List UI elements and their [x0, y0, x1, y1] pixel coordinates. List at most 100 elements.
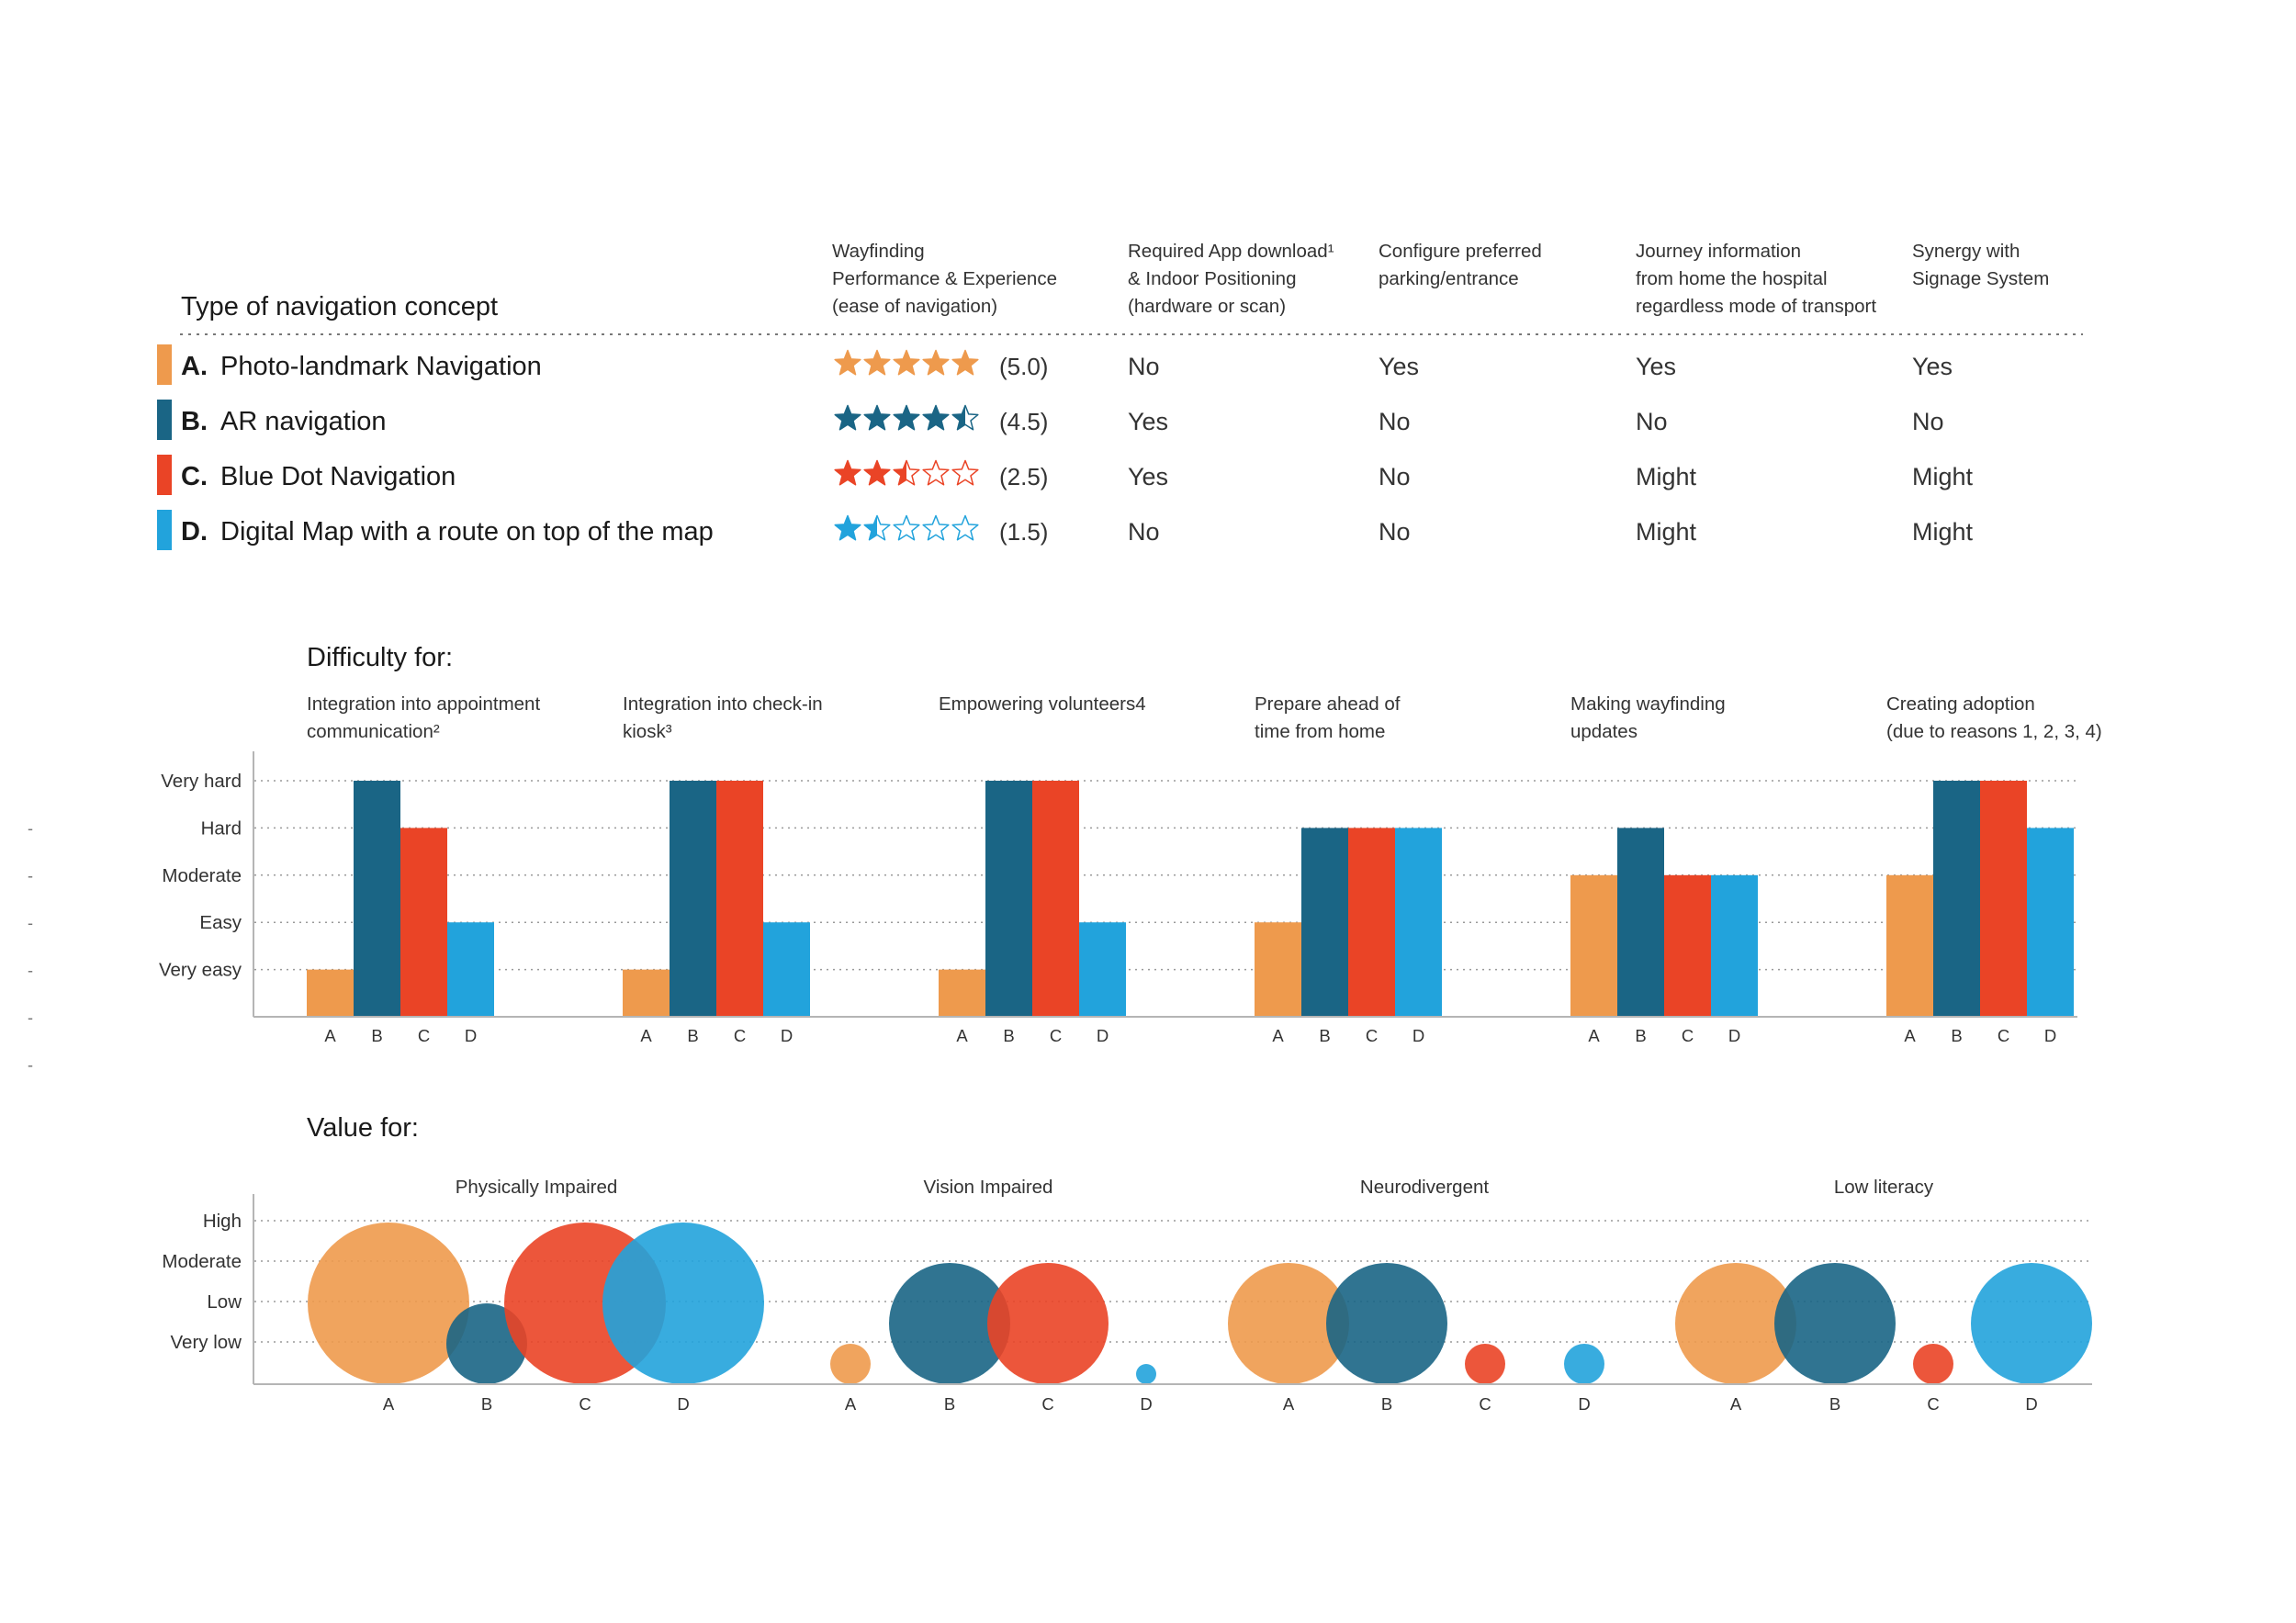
difficulty-bar [985, 781, 1032, 1017]
rating-value: (1.5) [999, 518, 1048, 546]
value-bubble [1971, 1263, 2092, 1384]
table-cell-app: Yes [1128, 408, 1168, 435]
difficulty-category-label: B [371, 1026, 382, 1045]
difficulty-bar [1886, 874, 1933, 1017]
row-concept-name: Blue Dot Navigation [220, 462, 456, 491]
difficulty-level-label: Easy [199, 912, 242, 933]
difficulty-bar [1617, 828, 1664, 1017]
left-tick-mark: - [28, 819, 33, 838]
difficulty-bar [1348, 828, 1395, 1017]
star-rating [834, 404, 979, 431]
difficulty-bar [939, 969, 985, 1017]
difficulty-bar [1933, 781, 1980, 1017]
value-category-label: B [1381, 1394, 1392, 1414]
table-column-header: from home the hospital [1636, 268, 1828, 289]
star-full-icon [834, 459, 861, 486]
table-column-header: (ease of navigation) [832, 296, 997, 317]
difficulty-category-label: C [1998, 1026, 2009, 1045]
table-column-header: & Indoor Positioning [1128, 268, 1296, 289]
difficulty-group-label: Empowering volunteers4 [939, 693, 1146, 715]
star-full-icon [863, 459, 891, 486]
value-category-label: A [1730, 1394, 1742, 1414]
table-column-header: Synergy with [1912, 241, 2020, 262]
table-cell-synergy: No [1912, 408, 1944, 435]
left-tick-mark: - [28, 962, 33, 980]
difficulty-category-label: A [956, 1026, 968, 1045]
star-empty-icon [951, 514, 979, 541]
difficulty-bar [1255, 922, 1301, 1017]
table-column-header: (hardware or scan) [1128, 296, 1286, 317]
table-column-header: Required App download¹ [1128, 241, 1334, 262]
table-cell-app: No [1128, 353, 1160, 380]
value-category-label: B [1829, 1394, 1840, 1414]
value-group: Neurodivergent A B C D [1228, 1177, 1604, 1414]
rating-value: (4.5) [999, 408, 1048, 435]
star-empty-icon [893, 514, 920, 541]
table-cell-journey: Might [1636, 518, 1697, 546]
difficulty-group: Integration into check-in kiosk³ A B C D [623, 693, 823, 1045]
value-level-label: Low [207, 1291, 242, 1313]
table-cell-synergy: Might [1912, 463, 1974, 490]
value-category-label: C [1041, 1394, 1053, 1414]
star-full-icon [951, 349, 979, 376]
table-cell-synergy: Yes [1912, 353, 1953, 380]
table-column-header: Wayfinding [832, 241, 925, 262]
row-concept-name: Digital Map with a route on top of the m… [220, 517, 714, 547]
difficulty-bar [307, 969, 354, 1017]
difficulty-category-label: D [465, 1026, 477, 1045]
value-group: Physically Impaired A B C D [308, 1177, 764, 1414]
value-level-label: Very low [171, 1332, 242, 1353]
table-column-header: Configure preferred [1379, 241, 1542, 262]
table-column-header: Performance & Experience [832, 268, 1057, 289]
value-level-label: High [203, 1211, 242, 1232]
star-half-fill [894, 460, 906, 485]
star-empty-icon [922, 514, 950, 541]
difficulty-category-label: B [687, 1026, 698, 1045]
star-full-icon [863, 349, 891, 376]
difficulty-category-label: C [1682, 1026, 1694, 1045]
difficulty-category-label: D [1728, 1026, 1740, 1045]
difficulty-category-label: C [1050, 1026, 1062, 1045]
value-group-label: Neurodivergent [1360, 1177, 1489, 1198]
difficulty-category-label: C [734, 1026, 746, 1045]
difficulty-group-label: time from home [1255, 721, 1385, 742]
value-bubble [1136, 1364, 1156, 1384]
value-category-label: C [1927, 1394, 1939, 1414]
star-full-icon [922, 349, 950, 376]
difficulty-bar [670, 781, 716, 1017]
row-letter: B. [181, 407, 208, 436]
difficulty-category-label: A [640, 1026, 652, 1045]
star-half-icon [951, 404, 979, 431]
difficulty-bar [1301, 828, 1348, 1017]
row-color-swatch [157, 455, 172, 495]
star-full-icon [834, 349, 861, 376]
difficulty-bar [716, 781, 763, 1017]
difficulty-category-label: B [1003, 1026, 1014, 1045]
star-half-icon [893, 459, 920, 486]
difficulty-level-label: Hard [201, 817, 242, 839]
difficulty-title: Difficulty for: [307, 643, 453, 672]
difficulty-category-label: D [781, 1026, 793, 1045]
concepts-table: Type of navigation concept Wayfinding Perf… [157, 241, 2083, 550]
left-tick-mark: - [28, 914, 33, 932]
difficulty-bar [354, 781, 400, 1017]
table-column-header: parking/entrance [1379, 268, 1519, 289]
difficulty-bar [1980, 781, 2027, 1017]
table-row: A. Photo-landmark Navigation (5.0) No Yes Yes… [157, 344, 1953, 385]
value-category-label: C [579, 1394, 591, 1414]
difficulty-bar [2027, 828, 2074, 1017]
value-bubble [1326, 1263, 1447, 1384]
difficulty-level-label: Very easy [159, 960, 242, 981]
value-category-label: A [383, 1394, 395, 1414]
star-half-fill [952, 405, 965, 430]
value-group-label: Physically Impaired [456, 1177, 618, 1198]
difficulty-bar [763, 922, 810, 1017]
left-tick-mark: - [28, 1009, 33, 1027]
value-chart: Value for: High Moderate Low Very low Physica… [162, 1113, 2092, 1414]
table-column-header: Signage System [1912, 268, 2049, 289]
difficulty-bar [1570, 874, 1617, 1017]
difficulty-group-label: Integration into check-in [623, 693, 823, 715]
value-category-label: D [1578, 1394, 1590, 1414]
